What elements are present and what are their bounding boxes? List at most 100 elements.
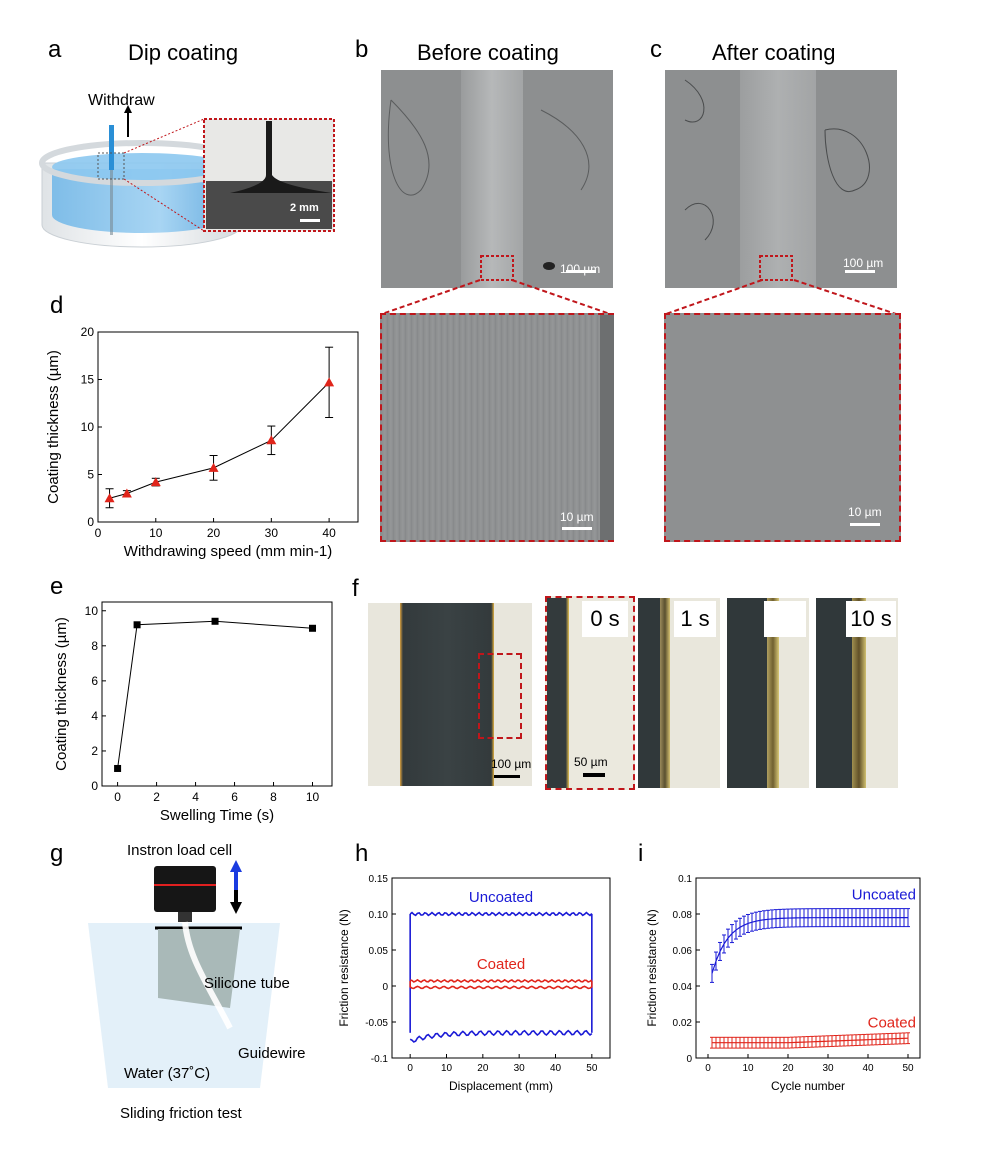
load-cell-label: Instron load cell — [127, 842, 233, 859]
withdraw-label: Withdraw — [88, 92, 155, 109]
x-tick-label: 2 — [153, 790, 160, 804]
panel-h-label: h — [355, 840, 369, 867]
series-upper-line — [409, 978, 593, 984]
chart-i: 0 10 20 30 40 50 0 0.02 0.04 0.06 0.08 0.1 Cycle num… — [645, 874, 921, 1093]
x-axis-label: Displacement (mm) — [449, 1079, 553, 1093]
data-point — [309, 624, 317, 632]
x-tick-label: 10 — [306, 790, 320, 804]
series-lower-line — [409, 985, 593, 990]
series-label: Coated — [868, 1014, 916, 1031]
x-tick-label: 0 — [705, 1063, 711, 1074]
y-tick-label: 10 — [85, 604, 99, 618]
sem-before-coating — [381, 70, 613, 288]
panel-f-scale-main: 100 µm — [491, 757, 532, 771]
panel-c-scale-top: 100 µm — [843, 256, 884, 270]
y-tick-label: 0.08 — [673, 910, 693, 921]
x-tick-label: 6 — [231, 790, 238, 804]
x-tick-label: 40 — [862, 1063, 874, 1074]
panel-e-label: e — [50, 573, 64, 600]
time-label-10s: 10 s — [846, 601, 896, 637]
x-tick-label: 10 — [149, 526, 163, 540]
x-tick-label: 4 — [192, 790, 199, 804]
y-tick-label: 0.1 — [678, 874, 692, 885]
x-tick-label: 40 — [322, 526, 336, 540]
plot-frame — [101, 601, 333, 787]
chart-e: 0 2 4 6 8 10 0 2 4 6 8 10 Swelling Time (s) Coating t… — [53, 601, 333, 824]
fiber-optical-main — [368, 603, 532, 786]
y-tick-label: 0 — [686, 1054, 692, 1065]
y-tick-label: 5 — [87, 468, 94, 482]
data-point — [211, 617, 219, 625]
series-label: Uncoated — [469, 889, 533, 906]
y-tick-label: 0.05 — [369, 946, 389, 957]
series-line — [117, 620, 313, 769]
series-line — [109, 381, 330, 499]
sem-after-coating — [665, 70, 897, 288]
y-tick-label: -0.1 — [371, 1054, 389, 1065]
series-lower-line — [409, 1029, 593, 1043]
y-tick-label: 4 — [91, 709, 98, 723]
panel-i-label: i — [638, 840, 644, 867]
x-tick-label: 30 — [514, 1063, 526, 1074]
x-tick-label: 0 — [114, 790, 121, 804]
panel-f-scale-zoom: 50 µm — [574, 755, 608, 769]
y-tick-label: 0 — [91, 779, 98, 793]
y-axis-label: Friction resistance (N) — [645, 909, 659, 1026]
y-tick-label: -0.05 — [365, 1018, 388, 1029]
time-label-1s: 1 s — [674, 601, 716, 637]
y-tick-label: 10 — [81, 420, 95, 434]
data-point — [104, 493, 115, 503]
plot-frame — [97, 331, 359, 523]
plot-frame — [695, 877, 921, 1059]
y-axis-label: Coating thickness (µm) — [53, 617, 70, 771]
down-arrow-icon — [230, 902, 242, 914]
panel-f-label: f — [352, 575, 359, 602]
panel-b-label: b — [355, 36, 369, 63]
panel-c-label: c — [650, 36, 662, 63]
y-axis-label: Coating thickness (µm) — [45, 350, 62, 504]
y-tick-label: 0.02 — [673, 1018, 693, 1029]
friction-test-illustration — [88, 860, 280, 1088]
x-tick-label: 30 — [265, 526, 279, 540]
guidewire-label: Guidewire — [238, 1045, 306, 1062]
x-tick-label: 0 — [407, 1063, 413, 1074]
y-tick-label: 2 — [91, 744, 98, 758]
sem-after-zoom — [664, 313, 901, 542]
y-tick-label: 8 — [91, 639, 98, 653]
time-label-5s — [764, 601, 806, 637]
chart-h: 0 10 20 30 40 50 -0.1 -0.05 0 0.05 0.10 0.15 Displac… — [337, 874, 611, 1093]
sem-before-zoom — [380, 313, 614, 542]
data-point — [114, 764, 122, 772]
x-tick-label: 10 — [441, 1063, 453, 1074]
silicone-tube-label: Silicone tube — [204, 975, 290, 992]
load-cell-icon — [154, 866, 216, 912]
plot-frame — [391, 877, 611, 1059]
y-tick-label: 0 — [87, 515, 94, 529]
series-label: Uncoated — [852, 887, 916, 904]
x-tick-label: 8 — [270, 790, 277, 804]
y-tick-label: 6 — [91, 674, 98, 688]
x-tick-label: 20 — [477, 1063, 489, 1074]
panel-b-title: Before coating — [417, 40, 559, 65]
y-tick-label: 0.10 — [369, 910, 389, 921]
panel-g-label: g — [50, 840, 64, 867]
test-caption: Sliding friction test — [120, 1105, 242, 1122]
up-arrow-icon — [124, 105, 132, 113]
panel-c-title: After coating — [712, 40, 836, 65]
series-label: Coated — [477, 956, 525, 973]
x-tick-label: 20 — [782, 1063, 794, 1074]
y-axis-label: Friction resistance (N) — [337, 909, 351, 1026]
series-line — [711, 917, 908, 974]
x-axis-label: Cycle number — [771, 1079, 845, 1093]
y-tick-label: 0.15 — [369, 874, 389, 885]
panel-c-scale-bottom: 10 µm — [848, 505, 882, 519]
y-tick-label: 15 — [81, 373, 95, 387]
x-tick-label: 30 — [822, 1063, 834, 1074]
data-point — [133, 621, 141, 629]
panel-a-title: Dip coating — [128, 40, 239, 65]
panel-b-scale-top: 100 µm — [560, 262, 601, 276]
panel-a-label: a — [48, 36, 62, 63]
data-point — [208, 462, 219, 472]
y-tick-label: 0.04 — [673, 982, 693, 993]
data-point — [121, 488, 132, 498]
